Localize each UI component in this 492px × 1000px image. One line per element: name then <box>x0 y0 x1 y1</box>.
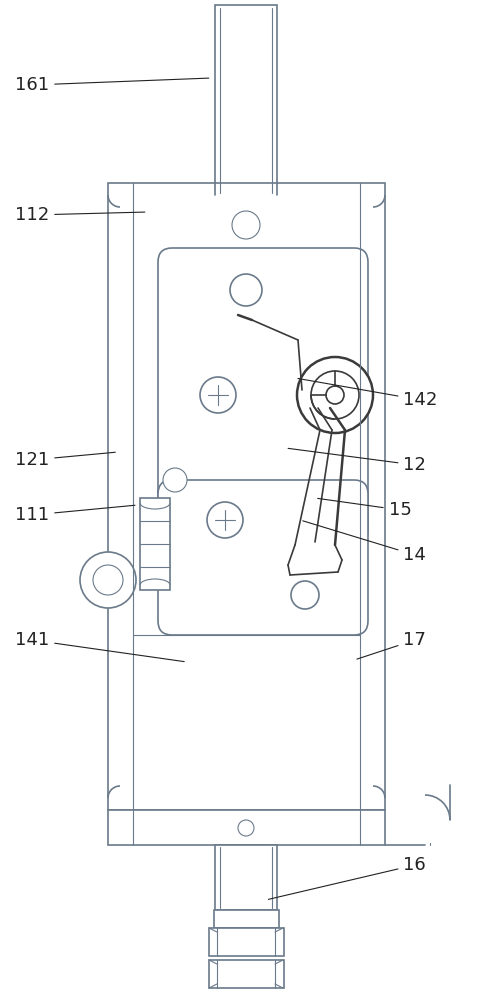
Text: 161: 161 <box>15 76 209 94</box>
Circle shape <box>93 565 123 595</box>
Bar <box>214 910 279 928</box>
Bar <box>209 928 284 956</box>
Circle shape <box>311 371 359 419</box>
Bar <box>215 845 277 910</box>
Circle shape <box>80 552 136 608</box>
Text: 17: 17 <box>357 631 426 659</box>
Circle shape <box>238 820 254 836</box>
Text: 15: 15 <box>318 498 411 519</box>
Circle shape <box>200 377 236 413</box>
Text: 112: 112 <box>15 206 145 224</box>
Bar <box>215 5 277 195</box>
Circle shape <box>300 540 320 560</box>
Circle shape <box>230 274 262 306</box>
Text: 141: 141 <box>15 631 184 662</box>
Bar <box>108 810 385 845</box>
Circle shape <box>306 546 314 554</box>
Circle shape <box>291 581 319 609</box>
Circle shape <box>297 357 373 433</box>
Circle shape <box>326 386 344 404</box>
Bar <box>108 183 385 810</box>
Bar <box>209 960 284 988</box>
Bar <box>140 498 170 590</box>
Text: 111: 111 <box>15 505 135 524</box>
FancyBboxPatch shape <box>158 480 368 635</box>
Text: 16: 16 <box>268 856 426 899</box>
Circle shape <box>207 502 243 538</box>
Text: 12: 12 <box>288 448 426 474</box>
Circle shape <box>290 530 330 570</box>
Text: 121: 121 <box>15 451 115 469</box>
FancyBboxPatch shape <box>158 248 368 545</box>
Circle shape <box>163 468 187 492</box>
Text: 142: 142 <box>298 378 438 409</box>
Circle shape <box>232 211 260 239</box>
Text: 14: 14 <box>303 521 426 564</box>
